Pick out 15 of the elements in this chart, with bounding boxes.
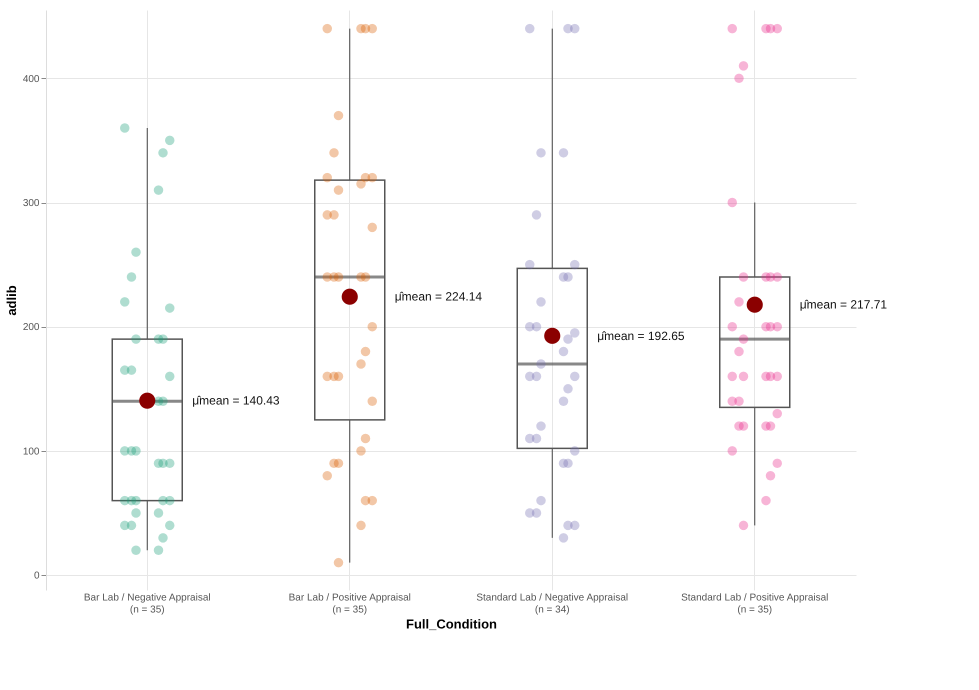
y-tick-label: 300 bbox=[22, 198, 40, 210]
x-axis-title: Full_Condition bbox=[406, 616, 498, 632]
x-tick-label: Bar Lab / Negative Appraisal (n = 35) bbox=[84, 592, 211, 616]
y-tick-label: 200 bbox=[22, 322, 40, 334]
x-tick-label: Standard Lab / Negative Appraisal (n = 34) bbox=[476, 592, 628, 616]
annotation: μ̂mean = 140.43 bbox=[192, 394, 280, 408]
y-tick-label: 400 bbox=[22, 74, 40, 85]
x-tick-label: Standard Lab / Positive Appraisal (n = 35) bbox=[681, 592, 828, 616]
x-tick-label: Bar Lab / Positive Appraisal (n = 35) bbox=[288, 592, 411, 616]
y-tick-label: 100 bbox=[22, 446, 40, 458]
y-tick-label: 0 bbox=[34, 570, 40, 582]
annotation: μ̂mean = 217.71 bbox=[800, 298, 888, 312]
annotation: μ̂mean = 192.65 bbox=[597, 328, 685, 343]
y-axis-title: adlib bbox=[4, 285, 19, 316]
annotation: μ̂mean = 224.14 bbox=[394, 290, 482, 304]
